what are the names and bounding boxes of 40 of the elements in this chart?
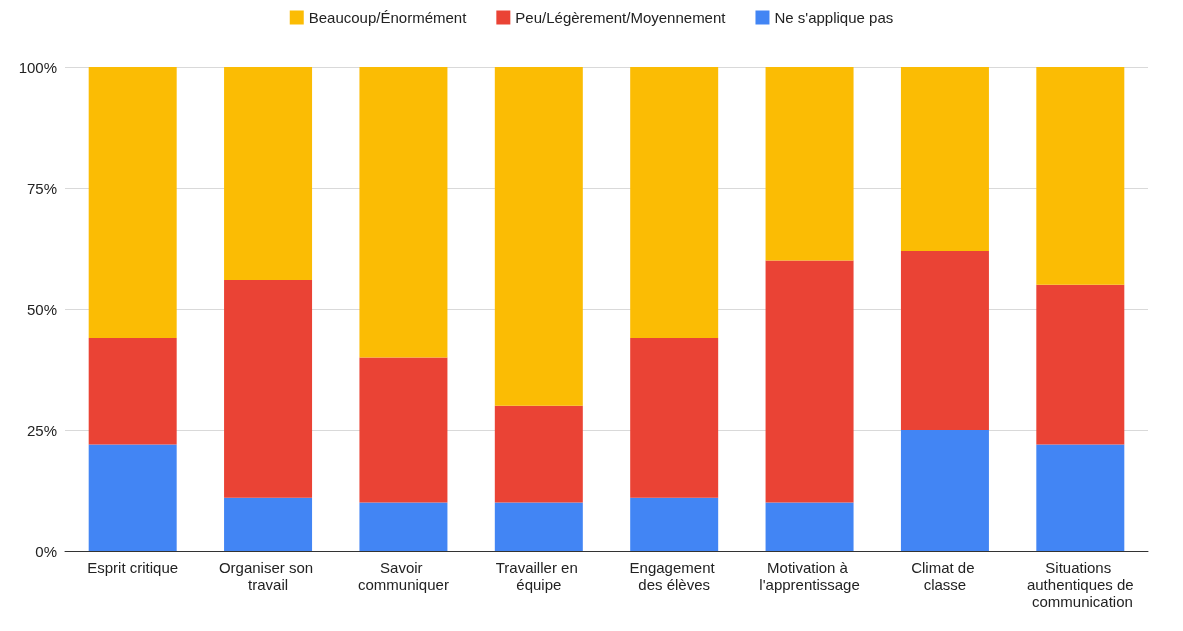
x-tick-label: Engagement des élèves xyxy=(629,559,719,593)
y-tick-label: 25% xyxy=(26,421,57,439)
bar xyxy=(900,250,989,430)
legend-label: Ne s'applique pas xyxy=(774,9,894,26)
bar xyxy=(630,497,719,551)
y-tick-label: 0% xyxy=(35,542,57,560)
bar xyxy=(224,279,313,498)
legend-label: Peu/Légèrement/Moyennement xyxy=(515,9,727,26)
bar xyxy=(765,502,854,551)
x-tick-label: Situations authentiques de communication xyxy=(1026,559,1134,610)
y-tick-label: 50% xyxy=(26,300,57,318)
legend-label: Beaucoup/Énormément xyxy=(308,9,468,26)
x-tick-label: Climat de classe xyxy=(911,559,979,593)
bar xyxy=(765,67,854,261)
bar xyxy=(224,67,313,280)
x-tick-label: Esprit critique xyxy=(87,559,179,576)
y-tick-label: 75% xyxy=(26,179,57,197)
bar xyxy=(630,67,719,339)
bar xyxy=(1036,444,1125,551)
bar xyxy=(630,338,719,498)
bar xyxy=(359,67,448,358)
bar xyxy=(494,502,583,551)
y-tick-label: 100% xyxy=(18,58,57,76)
bar xyxy=(359,357,448,503)
bar xyxy=(494,405,583,503)
bar xyxy=(88,338,177,445)
x-tick-label: Travailler en équipe xyxy=(495,559,582,593)
bar xyxy=(900,430,989,551)
bar xyxy=(1036,67,1125,285)
bar xyxy=(1036,284,1125,445)
x-tick-label: Motivation à l'apprentissage xyxy=(759,559,860,593)
bar xyxy=(359,502,448,551)
bar xyxy=(88,444,177,551)
bar xyxy=(224,497,313,551)
bar xyxy=(88,67,177,339)
x-tick-label: Organiser son travail xyxy=(218,559,318,593)
x-tick-label: Savoir communiquer xyxy=(358,559,449,593)
bar xyxy=(494,67,583,406)
bar xyxy=(900,67,989,251)
bar xyxy=(765,260,854,503)
